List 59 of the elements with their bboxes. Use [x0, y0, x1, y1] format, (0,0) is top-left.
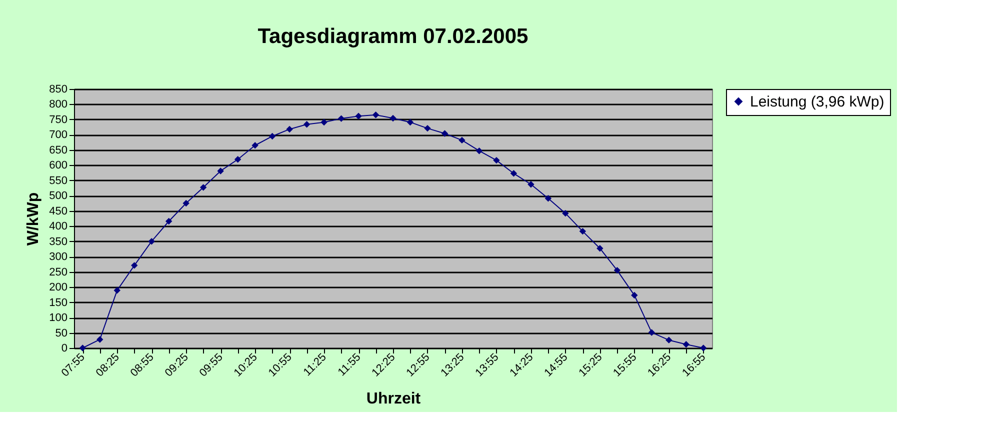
- y-axis-title: W/kWp: [25, 192, 42, 246]
- point: [130, 262, 138, 269]
- y-tick-label: 700: [49, 129, 68, 142]
- y-tick-label: 550: [49, 174, 68, 187]
- point: [441, 130, 448, 137]
- y-tick-label: 100: [49, 312, 68, 324]
- point: [406, 118, 414, 126]
- point: [666, 336, 672, 344]
- point: [631, 292, 638, 299]
- y-tick-label: 400: [49, 220, 68, 233]
- point: [682, 340, 690, 348]
- point: [390, 114, 396, 122]
- point: [596, 245, 604, 252]
- point: [562, 210, 569, 217]
- point: [165, 218, 172, 225]
- point: [252, 142, 258, 149]
- y-tick-label: 300: [49, 251, 68, 264]
- point: [544, 195, 552, 202]
- point: [510, 170, 518, 177]
- y-tick-label: 750: [49, 114, 68, 126]
- point: [217, 168, 224, 174]
- point: [700, 344, 707, 352]
- point: [338, 115, 345, 122]
- point: [268, 132, 276, 140]
- point: [458, 136, 466, 144]
- point: [476, 148, 483, 154]
- point: [182, 200, 190, 207]
- y-tick-label: 200: [49, 282, 68, 294]
- point: [493, 156, 500, 164]
- point: [234, 156, 242, 163]
- y-tick-label: 800: [49, 98, 68, 111]
- point: [424, 124, 431, 132]
- y-tick-label: 450: [49, 205, 68, 218]
- y-tick-label: 850: [49, 84, 68, 96]
- point: [528, 181, 534, 188]
- point: [79, 344, 86, 352]
- y-tick-label: 0: [61, 342, 68, 354]
- point: [648, 329, 656, 336]
- point: [148, 238, 155, 245]
- point: [355, 112, 362, 120]
- chart-title: Tagesdiagramm 07.02.2005: [258, 25, 529, 48]
- y-tick-label: 500: [49, 190, 68, 202]
- legend-label: Leistung (3,96 kWp): [750, 94, 884, 110]
- y-tick-label: 650: [49, 144, 68, 156]
- y-tick-label: 600: [49, 160, 68, 172]
- point: [372, 112, 380, 118]
- y-tick-label: 150: [49, 296, 68, 309]
- point: [200, 184, 207, 191]
- point: [114, 287, 120, 294]
- point: [614, 266, 621, 274]
- y-tick-label: 250: [49, 266, 68, 278]
- point: [96, 336, 104, 343]
- point: [303, 120, 310, 128]
- y-tick-label: 50: [55, 327, 68, 340]
- point: [320, 118, 328, 126]
- x-axis-title: Uhrzeit: [366, 390, 422, 408]
- point: [286, 126, 293, 133]
- y-tick-label: 350: [49, 236, 68, 248]
- point: [579, 228, 586, 235]
